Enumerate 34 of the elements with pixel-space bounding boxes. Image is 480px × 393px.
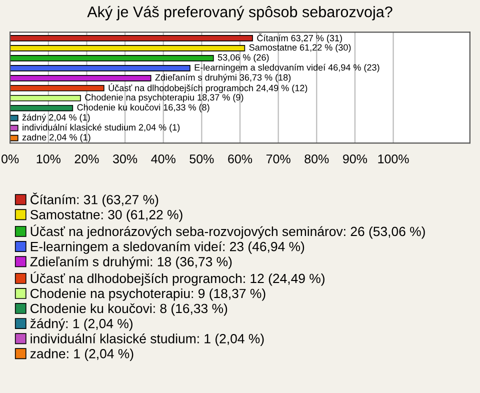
data-label: Zdieľaním s druhými 36,73 % (18) — [155, 74, 291, 82]
legend-label: žádný: 1 (2,04 %) — [30, 318, 132, 331]
legend-label: zadne: 1 (2,04 %) — [30, 348, 134, 361]
x-tick-label: 70% — [266, 154, 290, 164]
x-tick-label: 0% — [2, 154, 19, 164]
x-tick-label: 40% — [151, 154, 176, 164]
x-tick-label: 100% — [378, 154, 409, 164]
x-tick-label: 10% — [36, 154, 60, 164]
data-label: 53,06 % (26) — [218, 54, 269, 62]
data-label: Chodenie ku koučovi 16,33 % (8) — [77, 104, 210, 112]
legend-label: Chodenie na psychoterapiu: 9 (18,37 %) — [30, 288, 266, 301]
data-label: zadne 2,04 % (1) — [22, 134, 90, 142]
x-tick-label: 50% — [190, 154, 214, 164]
data-label: Samostatne 61,22 % (30) — [249, 44, 351, 52]
legend-label: individuální klasické studium: 1 (2,04 %) — [30, 334, 264, 346]
data-label: Účasť na dlhodobejších programoch 24,49 % (12) — [108, 83, 308, 93]
legend-label: Samostatne: 30 (61,22 %) — [30, 210, 182, 222]
data-label: E-learningem a sledovaním videí 46,94 % (23) — [194, 64, 380, 72]
data-label: žádný 2,04 % (1) — [22, 114, 90, 122]
legend-label: Zdieľaním s druhými: 18 (36,73 %) — [30, 256, 232, 269]
legend-label: Účasť na dlhodobejších programoch: 12 (24,49 %) — [30, 272, 324, 286]
legend-label: Účasť na jednorázových seba-rozvojových seminárov: 26 (53,06 %) — [30, 224, 425, 239]
x-tick-label: 20% — [74, 154, 99, 164]
legend-label: E-learningem a sledovaním videí: 23 (46,94 %) — [30, 241, 304, 254]
legend-label: Čítaním: 31 (63,27 %) — [30, 192, 158, 207]
data-label: Čítaním 63,27 % (31) — [257, 33, 342, 44]
x-tick-label: 30% — [113, 154, 138, 164]
legend-label: Chodenie ku koučovi: 8 (16,33 %) — [30, 303, 228, 316]
x-tick-label: 60% — [228, 154, 252, 164]
chart-title: Aký je Váš preferovaný spôsob sebarozvoja? — [87, 6, 392, 20]
x-tick-label: 90% — [343, 154, 368, 164]
data-label: Chodenie na psychoterapiu 18,37 % (9) — [85, 94, 244, 102]
data-label: individuální klasické studium 2,04 % (1) — [22, 124, 180, 132]
x-tick-label: 80% — [304, 154, 329, 164]
